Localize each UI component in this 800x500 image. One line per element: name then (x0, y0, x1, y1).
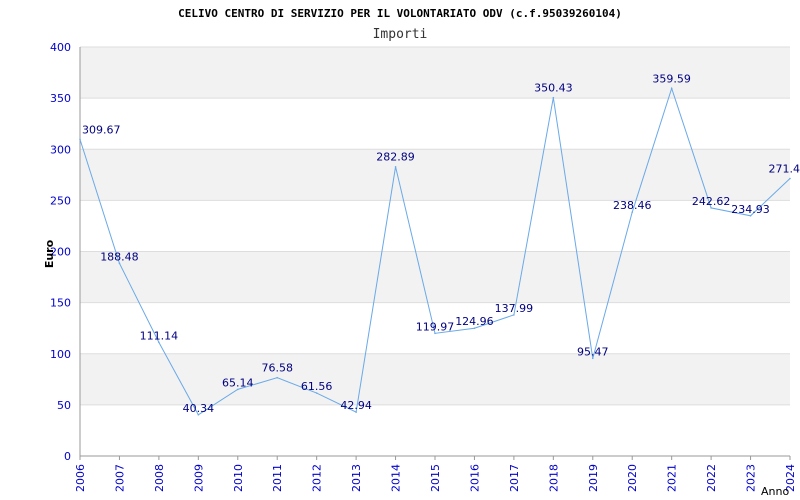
chart-title: CELIVO CENTRO DI SERVIZIO PER IL VOLONTA… (178, 7, 622, 20)
x-tick-label: 2019 (587, 464, 600, 492)
data-point (79, 138, 81, 141)
x-tick-label: 2022 (705, 464, 718, 492)
x-tick-label: 2016 (468, 464, 481, 492)
data-label: 137.99 (495, 302, 534, 315)
y-tick-label: 50 (57, 399, 71, 412)
data-point (473, 327, 476, 330)
data-point (394, 165, 397, 168)
x-tick-label: 2024 (784, 464, 797, 492)
data-point (789, 177, 791, 180)
data-label: 124.96 (455, 315, 494, 328)
data-label: 42.94 (340, 399, 372, 412)
plot-band (80, 353, 790, 405)
data-point (749, 214, 752, 217)
data-point (236, 388, 239, 391)
data-label: 40.34 (183, 402, 215, 415)
data-label: 359.59 (652, 72, 691, 85)
series-layer (79, 86, 791, 416)
x-tick-label: 2011 (271, 464, 284, 492)
data-label: 119.97 (416, 320, 455, 333)
x-tick-label: 2008 (153, 464, 166, 492)
data-point (670, 87, 673, 90)
data-labels-layer: 309.67 188.48 111.14 40.34 65.14 76.58 61.56 42… (82, 72, 800, 414)
x-tick-label: 2006 (74, 464, 87, 492)
data-point (158, 341, 160, 344)
x-axis-label: Anno (761, 485, 789, 498)
data-point (276, 376, 279, 379)
plot-band (80, 251, 790, 303)
x-tick-label: 2014 (390, 464, 403, 492)
x-tick-label: 2007 (113, 464, 126, 492)
data-label: 65.14 (222, 376, 254, 389)
data-label: 271.4 (769, 162, 800, 175)
data-label: 61.56 (301, 380, 333, 393)
y-tick-label: 250 (50, 194, 71, 207)
data-point (631, 211, 634, 213)
y-tick-label: 400 (50, 41, 71, 54)
data-label: 234.93 (731, 203, 770, 216)
data-point (197, 413, 200, 416)
data-point (355, 411, 357, 413)
x-tick-label: 2018 (547, 464, 560, 492)
plot-background-bands (80, 47, 790, 405)
x-tick-label: 2009 (192, 464, 205, 492)
x-tick-label: 2021 (666, 464, 679, 492)
y-tick-label: 300 (50, 143, 71, 156)
data-label: 242.62 (692, 195, 731, 208)
data-label: 309.67 (82, 123, 121, 136)
y-tick-label: 350 (50, 92, 71, 105)
x-tick-label: 2023 (745, 464, 758, 492)
data-point (591, 357, 594, 360)
gridlines (80, 46, 790, 406)
data-point (118, 262, 121, 265)
x-tick-labels: 2006 2007 2008 2009 2010 2011 2012 2013 2014 2015… (74, 456, 797, 492)
y-tick-labels: 0 50 100 150 200 250 300 350 400 (50, 41, 71, 463)
plot-band (80, 149, 790, 201)
data-point (315, 392, 318, 394)
data-label: 111.14 (140, 329, 179, 342)
x-tick-label: 2012 (311, 464, 324, 492)
data-point (434, 332, 436, 335)
data-label: 95.47 (577, 345, 609, 358)
y-axis-label: Euro (43, 239, 56, 268)
data-point (710, 207, 712, 209)
x-tick-label: 2017 (508, 464, 521, 492)
data-point (552, 96, 555, 99)
data-label: 350.43 (534, 82, 573, 95)
chart-subtitle: Importi (373, 27, 428, 42)
x-tick-label: 2020 (626, 464, 639, 492)
data-point (513, 314, 515, 316)
x-tick-label: 2015 (429, 464, 442, 492)
data-label: 238.46 (613, 199, 652, 212)
y-tick-label: 200 (50, 246, 71, 259)
data-label: 188.48 (100, 250, 139, 263)
data-label: 282.89 (376, 151, 415, 164)
x-tick-label: 2010 (232, 464, 245, 492)
data-label: 76.58 (261, 362, 293, 375)
y-tick-label: 150 (50, 297, 71, 310)
y-tick-label: 0 (64, 450, 71, 463)
y-tick-label: 100 (50, 348, 71, 361)
x-tick-label: 2013 (350, 464, 363, 492)
